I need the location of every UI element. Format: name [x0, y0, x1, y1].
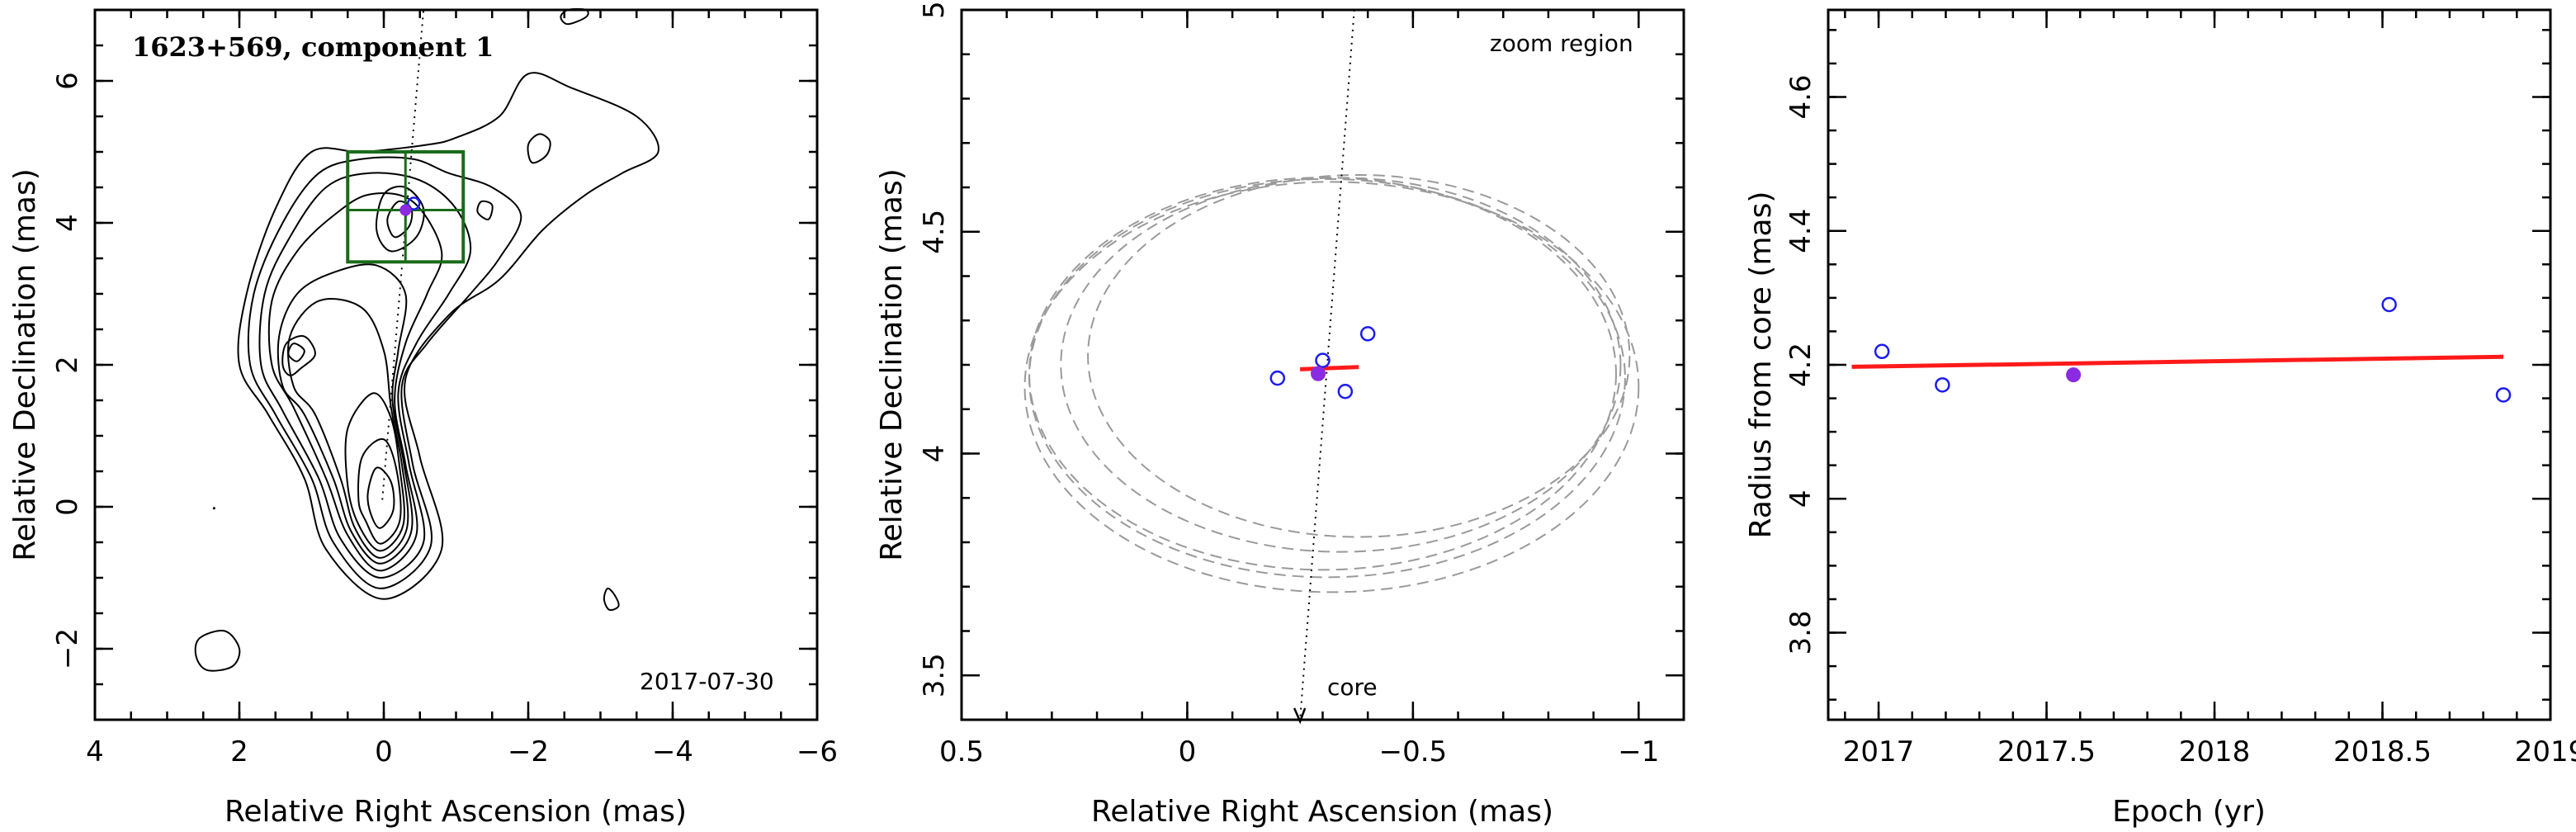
- panel-contour-map: 4 2 0 −2 −4 −6 −2 0 2 4 6 1623+569, component 1 20…: [8, 7, 838, 829]
- radius-point: [2381, 296, 2397, 313]
- contour-line: [560, 7, 589, 26]
- y-tick-label: 4.2: [1784, 343, 1817, 387]
- x-tick-label: 2: [230, 735, 248, 768]
- component-marker-open: [407, 196, 421, 210]
- panel3-ticks: 2017 2017.5 2018 2018.5 2019 3.8 4 4.2 4.4 4.6: [1784, 10, 2576, 768]
- x-tick-label: 2018: [2179, 735, 2251, 768]
- component-marker-filled: [399, 204, 412, 216]
- contour-line: [247, 156, 522, 589]
- panel3-marks: [1851, 296, 2512, 403]
- y-tick-label: 5: [918, 1, 951, 19]
- panel2-xlabel: Relative Right Ascension (mas): [1091, 795, 1553, 829]
- y-tick-label: 2: [51, 356, 84, 374]
- contour-line: [277, 263, 414, 565]
- epoch-position-point: [1269, 370, 1286, 386]
- epoch-position-point: [1315, 352, 1331, 368]
- x-tick-label: 2019: [2515, 735, 2576, 768]
- x-tick-label: 2018.5: [2333, 735, 2432, 768]
- panel3-ylabel: Radius from core (mas): [1744, 191, 1778, 539]
- y-tick-label: 4: [918, 445, 951, 463]
- contour-line: [237, 72, 659, 600]
- contour-line: [344, 392, 405, 552]
- contour-group: [194, 7, 659, 672]
- panel-radius-vs-epoch: 2017 2017.5 2018 2018.5 2019 3.8 4 4.2 4.4 4.6 Ep…: [1744, 8, 2576, 829]
- y-tick-label: 0: [51, 498, 84, 516]
- uncertainty-circle: [1028, 177, 1617, 571]
- contour-line: [287, 343, 305, 362]
- jet-axis-line: [381, 9, 425, 500]
- panel1-frame: [93, 8, 819, 721]
- panel1-xlabel: Relative Right Ascension (mas): [225, 795, 687, 829]
- y-tick-label: −2: [51, 628, 84, 669]
- contour-line: [603, 587, 620, 612]
- panel2-frame: [960, 8, 1685, 721]
- y-tick-label: 4: [51, 214, 84, 232]
- panel1-date-label: 2017-07-30: [640, 668, 774, 695]
- panel2-ylabel: Relative Declination (mas): [875, 168, 909, 561]
- radius-fit-line: [1851, 354, 2504, 369]
- uncertainty-circle: [1023, 181, 1640, 593]
- y-tick-label: 4: [1784, 489, 1817, 508]
- annotation-core: core: [1327, 674, 1378, 701]
- contour-line: [258, 172, 472, 579]
- panel1-ylabel: Relative Declination (mas): [8, 168, 42, 561]
- panel1-title: 1623+569, component 1: [132, 31, 494, 63]
- radius-point: [2495, 387, 2512, 403]
- panel-zoom-region: 0.5 0 −0.5 −1 3.5 4 4.5 5 zoom region core Rela…: [875, 1, 1685, 829]
- annotation-zoom-region: zoom region: [1490, 30, 1633, 57]
- contour-line: [366, 466, 395, 529]
- panel2-marks: [1023, 9, 1640, 725]
- y-tick-label: 4.4: [1784, 209, 1817, 253]
- y-tick-label: 3.5: [918, 653, 951, 697]
- epoch-position-point: [1359, 326, 1376, 342]
- x-tick-label: 4: [86, 735, 104, 768]
- x-tick-label: 0: [1179, 735, 1197, 768]
- contour-line: [281, 335, 316, 376]
- contour-line: [375, 185, 425, 253]
- x-tick-label: 0.5: [939, 735, 984, 768]
- y-tick-label: 3.8: [1784, 610, 1817, 655]
- y-tick-label: 4.6: [1784, 74, 1817, 119]
- radius-point: [1935, 377, 1950, 393]
- x-tick-label: 2017.5: [1997, 735, 2096, 768]
- noise-dot: [212, 507, 215, 510]
- radius-point: [1874, 343, 1890, 360]
- contour-line: [527, 133, 551, 164]
- uncertainty-circle: [1060, 177, 1622, 553]
- fit-segment: [1300, 365, 1359, 371]
- contour-line: [287, 298, 409, 559]
- reference-epoch-point: [1311, 366, 1326, 381]
- contour-line: [194, 630, 241, 672]
- x-tick-label: 0: [375, 735, 393, 768]
- y-tick-label: 6: [51, 72, 84, 90]
- epoch-position-point: [1337, 384, 1354, 399]
- x-tick-label: −6: [796, 735, 838, 768]
- contour-line: [476, 200, 494, 220]
- reference-radius-point: [2066, 367, 2082, 383]
- contour-line: [357, 437, 402, 545]
- x-tick-label: −2: [508, 735, 549, 768]
- uncertainty-circle: [1087, 173, 1631, 538]
- panel2-ticks: 0.5 0 −0.5 −1 3.5 4 4.5 5: [918, 1, 1685, 768]
- y-tick-label: 4.5: [918, 210, 951, 254]
- x-tick-label: 2017: [1843, 735, 1915, 768]
- x-tick-label: −1: [1618, 735, 1659, 768]
- x-tick-label: −4: [652, 735, 693, 768]
- x-tick-label: −0.5: [1379, 735, 1448, 768]
- panel3-xlabel: Epoch (yr): [2112, 795, 2266, 829]
- panel1-ticks: 4 2 0 −2 −4 −6 −2 0 2 4 6: [51, 8, 838, 768]
- core-arrow-head: [1293, 707, 1307, 725]
- contour-line: [267, 192, 443, 572]
